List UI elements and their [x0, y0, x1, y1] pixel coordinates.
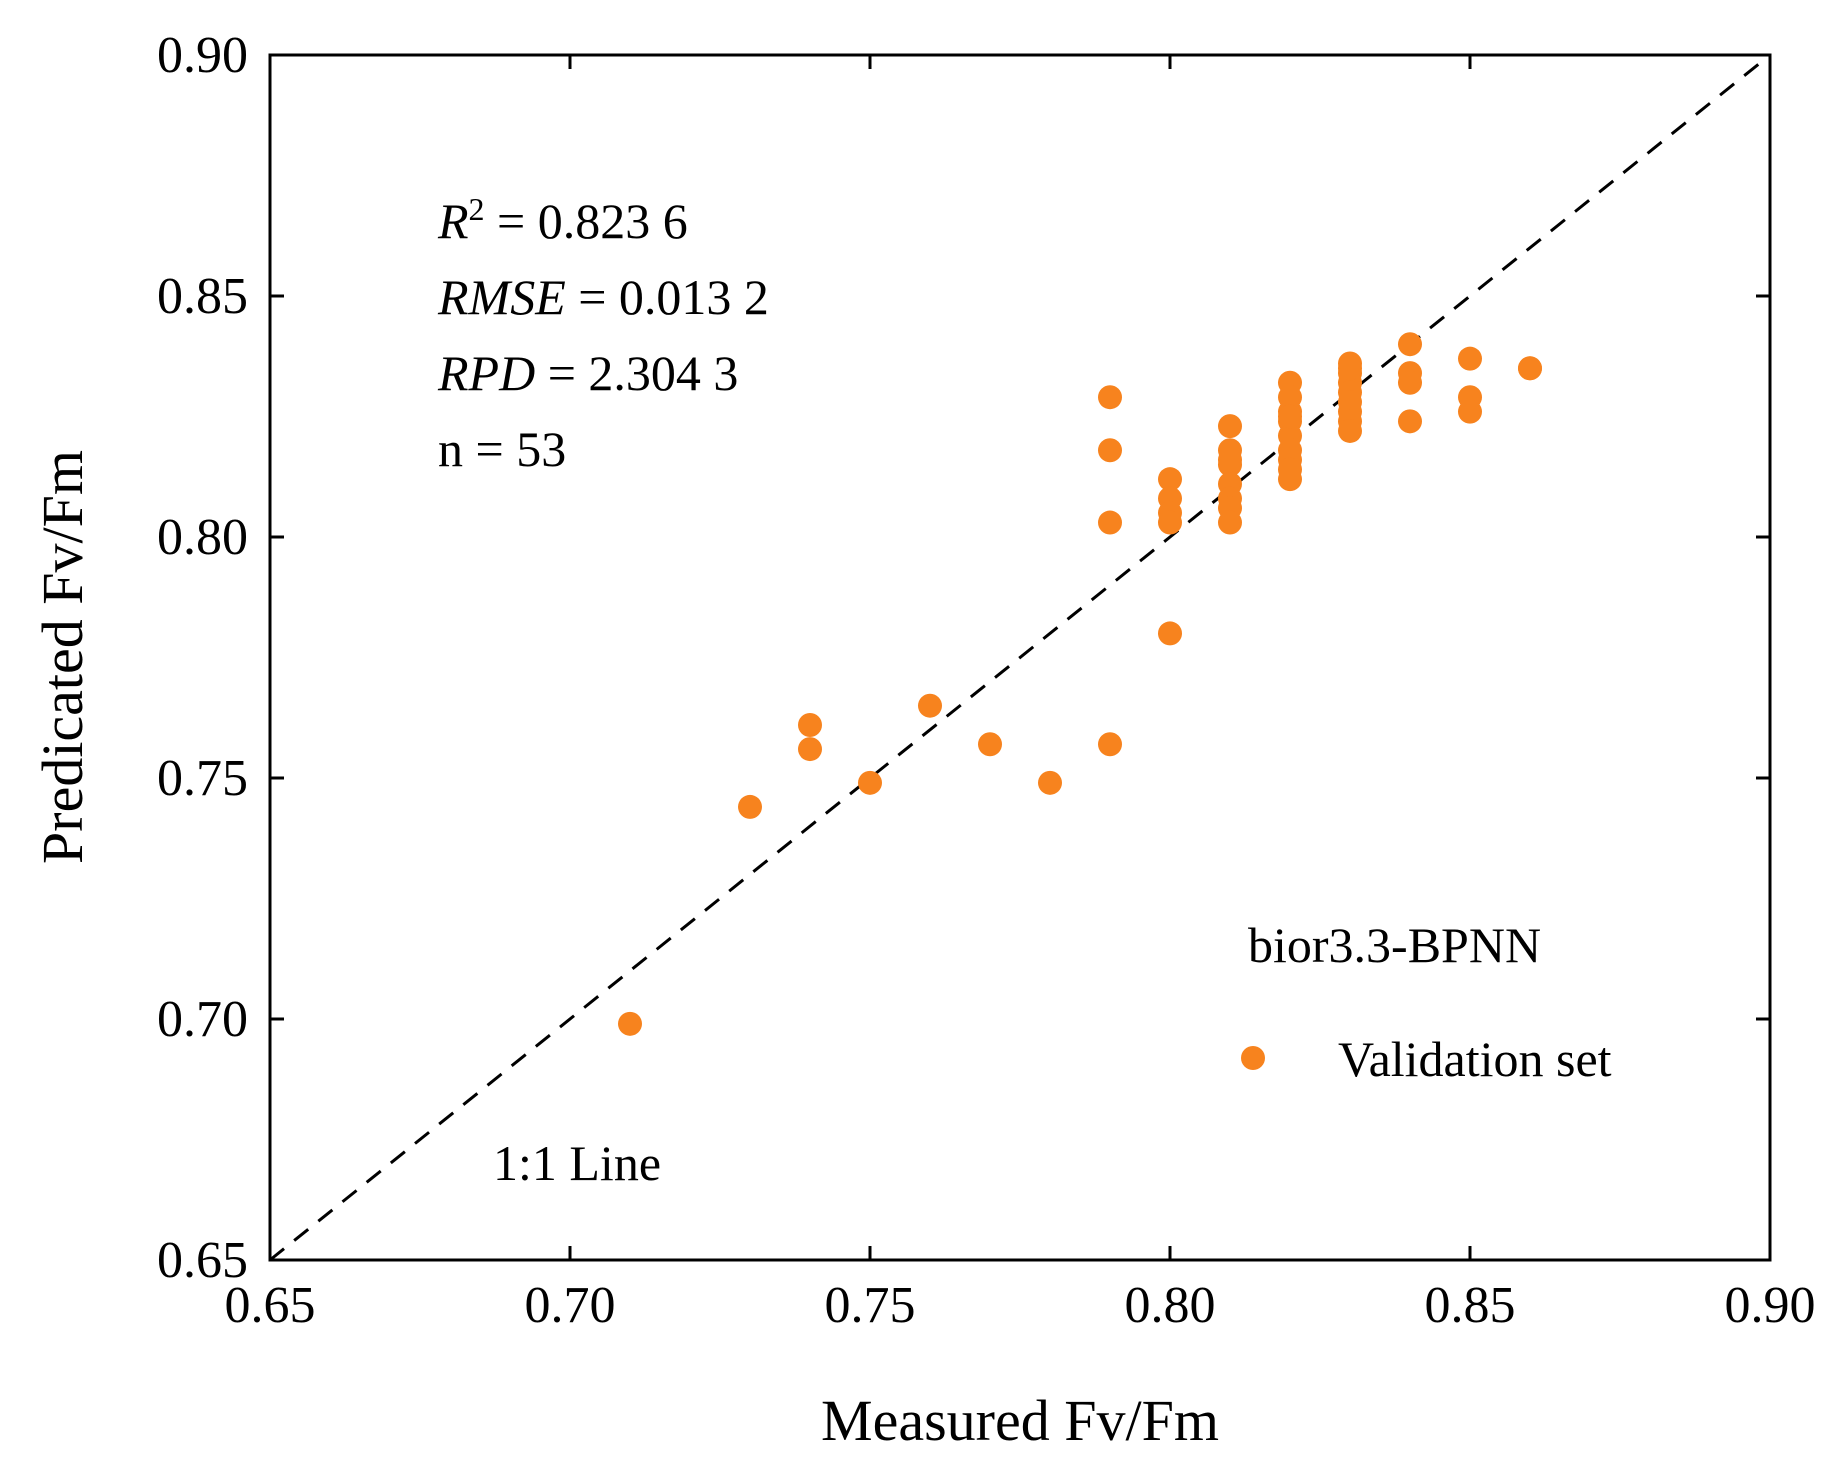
data-point: [858, 770, 882, 795]
data-point: [1038, 770, 1062, 795]
data-point: [1218, 447, 1242, 472]
stat-rpd: RPD = 2.304 3: [437, 345, 738, 401]
stat-rmse: RMSE = 0.013 2: [437, 269, 769, 325]
data-point: [1458, 399, 1482, 424]
data-point: [1158, 467, 1182, 492]
data-point: [618, 1011, 642, 1036]
x-tick-label: 0.70: [525, 1277, 616, 1334]
x-tick-label: 0.90: [1725, 1277, 1816, 1334]
y-tick-label: 0.85: [157, 268, 248, 325]
data-point: [1098, 438, 1122, 463]
data-point: [1398, 409, 1422, 434]
data-point: [918, 693, 942, 718]
x-axis-label: Measured Fv/Fm: [821, 1388, 1219, 1453]
data-point: [1218, 414, 1242, 439]
points-group: [618, 332, 1542, 1036]
plot-area-frame: [268, 53, 1772, 1262]
y-tick-label: 0.65: [157, 1232, 248, 1289]
x-tick-label: 0.75: [825, 1277, 916, 1334]
x-tick-label: 0.85: [1425, 1277, 1516, 1334]
data-point: [1098, 385, 1122, 410]
data-point: [738, 794, 762, 819]
y-tick-label: 0.70: [157, 991, 248, 1048]
data-point: [1278, 467, 1302, 492]
y-tick-label: 0.75: [157, 750, 248, 807]
legend-entry-label: Validation set: [1338, 1031, 1612, 1087]
y-tick-label: 0.80: [157, 509, 248, 566]
y-tick-label: 0.90: [157, 27, 248, 84]
data-point: [1218, 510, 1242, 535]
data-point: [1158, 621, 1182, 646]
legend-marker: [1241, 1046, 1265, 1070]
data-point: [1098, 510, 1122, 535]
data-point: [1338, 418, 1362, 443]
model-label: bior3.3-BPNN: [1248, 917, 1541, 973]
stat-r2: R2 = 0.823 6: [437, 191, 688, 249]
data-point: [1398, 332, 1422, 357]
y-axis-label: Predicated Fv/Fm: [30, 450, 95, 864]
data-point: [1158, 510, 1182, 535]
x-tick-label: 0.80: [1125, 1277, 1216, 1334]
stat-n: n = 53: [438, 421, 566, 477]
data-point: [1398, 370, 1422, 395]
data-point: [1518, 356, 1542, 381]
data-point: [798, 737, 822, 762]
one-to-one-label: 1:1 Line: [493, 1135, 661, 1191]
data-point: [1098, 732, 1122, 757]
data-point: [798, 712, 822, 737]
one-to-one-line: [269, 53, 1771, 1262]
ticks-group: 0.65 0.70 0.75 0.80 0.85 0.90 0.65 0.70 0.75 0.80…: [157, 27, 1816, 1334]
data-point: [1338, 356, 1362, 381]
data-point: [1278, 404, 1302, 429]
x-tick-label: 0.65: [225, 1277, 316, 1334]
data-point: [978, 732, 1002, 757]
data-point: [1458, 346, 1482, 371]
